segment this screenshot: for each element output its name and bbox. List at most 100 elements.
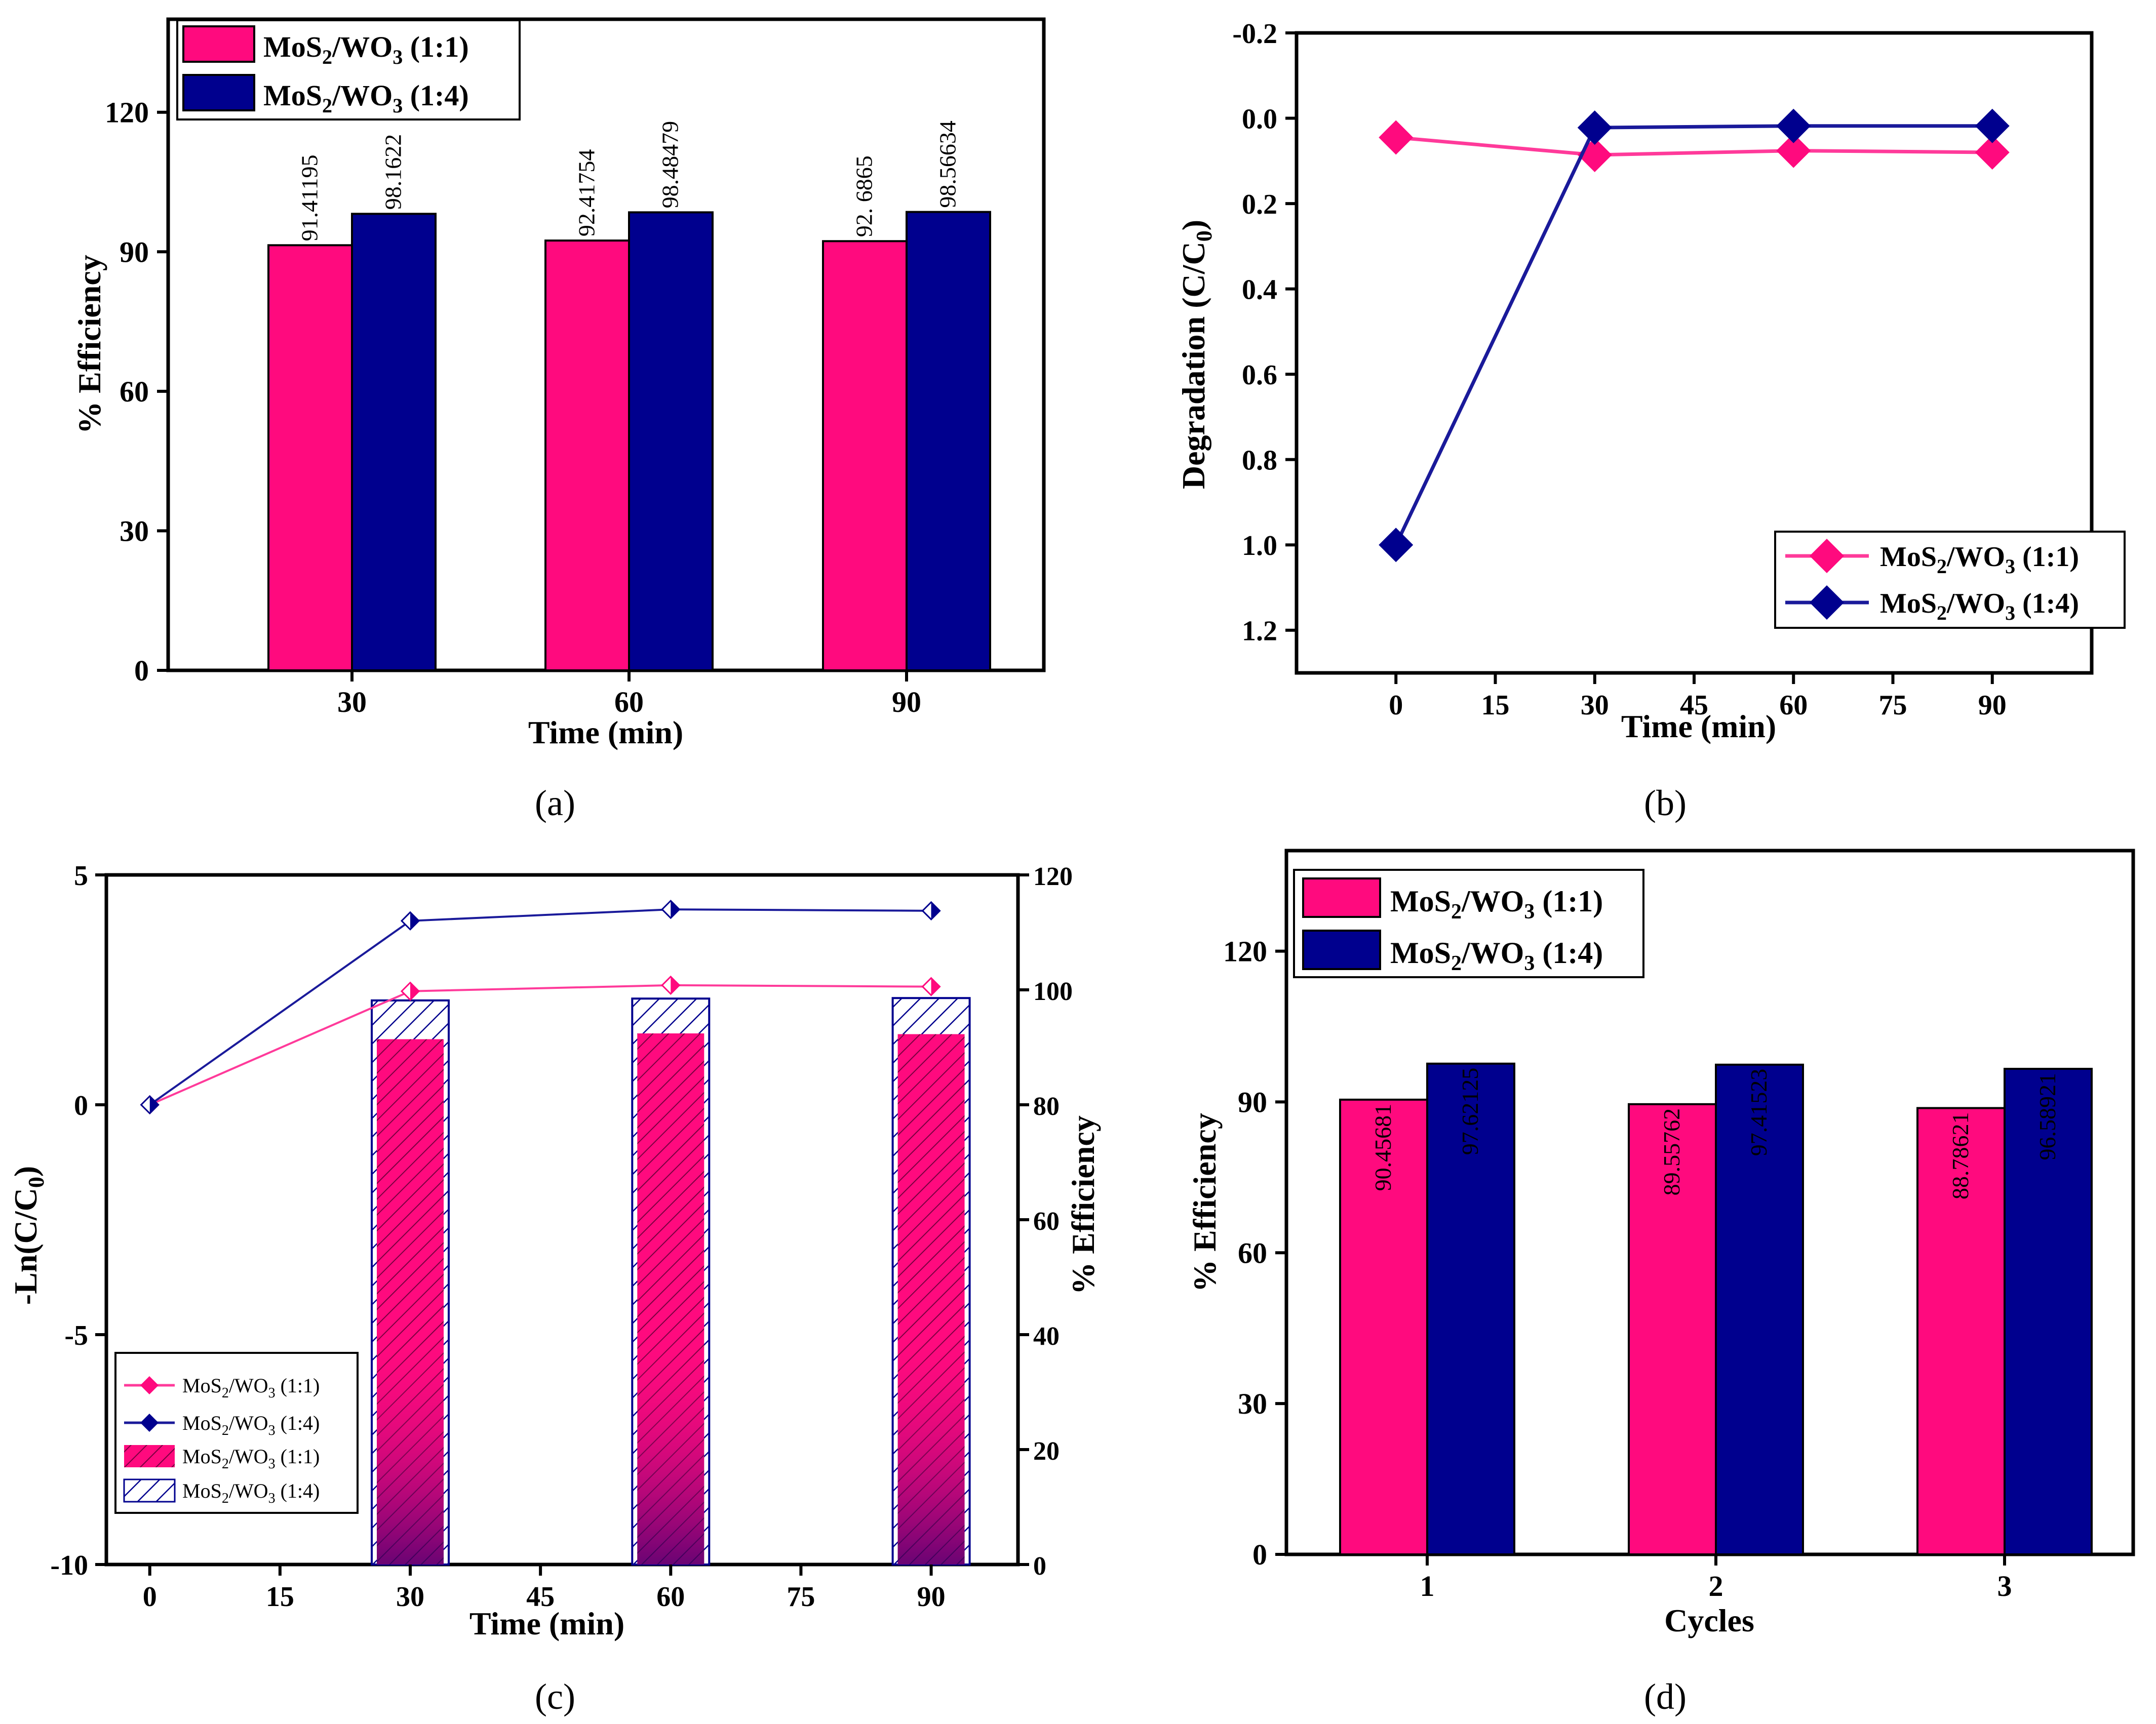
panel-d-data-label: 97.62125 bbox=[1457, 1068, 1483, 1155]
panel-b-series-line bbox=[1395, 135, 1992, 157]
panel-a-bar bbox=[822, 240, 908, 671]
panel-c-data-point-half bbox=[410, 982, 419, 1000]
panel-b-y-axis-label: Degradation (C/C0) bbox=[1175, 220, 1217, 489]
panel-d-x-ticks: 1 2 3 bbox=[1420, 1554, 2012, 1602]
panel-b-y-tick-label: 0.8 bbox=[1242, 445, 1277, 476]
legend-marker-navy bbox=[140, 1414, 159, 1432]
panel-a-legend: MoS2/WO3 (1:1) MoS2/WO3 (1:4) bbox=[176, 19, 521, 121]
panel-b-y-tick-label: 1.0 bbox=[1242, 530, 1277, 562]
panel-d-caption: (d) bbox=[1644, 1676, 1687, 1717]
legend-swatch-pink bbox=[1302, 877, 1381, 918]
panel-c-y2-tick-label: 120 bbox=[1033, 862, 1073, 891]
panel-b-y-tick-label: 1.2 bbox=[1242, 616, 1277, 647]
panel-d-y-tick-label: 60 bbox=[1238, 1236, 1267, 1269]
panel-a-data-label: 98.1622 bbox=[380, 134, 406, 210]
panel-a-y-ticks: 0 30 60 90 120 bbox=[105, 96, 168, 687]
legend-entry: MoS2/WO3 (1:4) bbox=[263, 79, 469, 117]
panel-a-y-tick-label: 90 bbox=[120, 235, 149, 268]
panel-c-bar-shade bbox=[637, 1033, 704, 1565]
panel-b-ticks: -0.2 0.0 0.2 0.4 0.6 0.8 1.0 1.2 0 15 30 45 60 75 90 bbox=[1232, 18, 2006, 721]
panel-a-x-tick-label: 60 bbox=[614, 686, 644, 718]
panel-c: 5 0 -5 -10 0 20 40 60 80 100 120 0 15 30 45 60 75 90 Time… bbox=[8, 860, 1101, 1717]
panel-b-caption: (b) bbox=[1644, 783, 1687, 823]
panel-c-y2-tick-label: 100 bbox=[1033, 977, 1073, 1006]
panel-a-x-ticks: 30 60 90 bbox=[337, 670, 921, 718]
legend-entry: MoS2/WO3 (1:1) bbox=[182, 1445, 320, 1472]
panel-c-x-tick-label: 45 bbox=[526, 1581, 555, 1613]
panel-b-data-point bbox=[1577, 110, 1612, 145]
panel-c-x-tick-label: 90 bbox=[917, 1581, 946, 1613]
panel-d-y-tick-label: 30 bbox=[1238, 1387, 1267, 1420]
panel-c-x-tick-label: 60 bbox=[656, 1581, 685, 1613]
panel-a-bar bbox=[906, 211, 991, 671]
legend-marker-navy bbox=[1810, 585, 1844, 620]
panel-b-legend: MoS2/WO3 (1:1) MoS2/WO3 (1:4) bbox=[1774, 531, 2126, 629]
panel-c-ticks: 5 0 -5 -10 0 20 40 60 80 100 120 0 15 30 45 60 75 90 bbox=[50, 860, 1073, 1613]
panel-b-data-point bbox=[1776, 133, 1811, 168]
panel-c-y-tick-label: -10 bbox=[50, 1550, 88, 1581]
panel-b-y-tick-label: 0.2 bbox=[1242, 189, 1277, 220]
panel-c-x-tick-label: 75 bbox=[787, 1581, 815, 1613]
legend-swatch-navy bbox=[182, 74, 255, 111]
panel-b-data-point bbox=[1975, 135, 2010, 170]
panel-c-y2-tick-label: 60 bbox=[1033, 1207, 1060, 1236]
panel-b-y-tick-label: 0.0 bbox=[1242, 104, 1277, 135]
panel-a-y-axis-label: % Efficiency bbox=[71, 255, 107, 434]
panel-a-y-tick-label: 120 bbox=[105, 96, 149, 129]
panel-b-series-line bbox=[1394, 124, 1992, 546]
panel-a-y-tick-label: 30 bbox=[120, 514, 149, 547]
panel-a-x-tick-label: 30 bbox=[337, 686, 367, 718]
panel-c-y-tick-label: 5 bbox=[74, 860, 88, 892]
legend-entry: MoS2/WO3 (1:4) bbox=[182, 1412, 320, 1438]
panel-d-bar bbox=[1426, 1062, 1515, 1556]
panel-d-bar bbox=[1628, 1103, 1717, 1555]
panel-c-x-tick-label: 15 bbox=[266, 1581, 294, 1613]
panel-d-bar bbox=[1916, 1107, 2006, 1555]
panel-d-data-label: 90.45681 bbox=[1370, 1104, 1396, 1191]
legend-swatch-hatch bbox=[123, 1478, 176, 1503]
panel-d-y-axis-label: % Efficiency bbox=[1187, 1113, 1223, 1292]
panel-b-x-axis-label: Time (min) bbox=[1621, 708, 1776, 744]
panel-d: 0 30 60 90 120 90.45681 89.55762 88.78621 97.62… bbox=[1187, 849, 2135, 1717]
panel-b-y-tick-label: 0.4 bbox=[1242, 274, 1277, 306]
panel-c-bar-shade bbox=[897, 1034, 965, 1565]
panel-a-y-tick-label: 0 bbox=[134, 654, 149, 687]
panel-c-series bbox=[140, 899, 941, 1115]
panel-d-legend: MoS2/WO3 (1:1) MoS2/WO3 (1:4) bbox=[1293, 869, 1644, 978]
panel-a-caption: (a) bbox=[535, 783, 575, 823]
legend-entry: MoS2/WO3 (1:1) bbox=[1390, 885, 1603, 924]
panel-c-caption: (c) bbox=[535, 1676, 575, 1717]
panel-b-x-tick-label: 30 bbox=[1581, 690, 1609, 721]
panel-c-x-tick-label: 30 bbox=[396, 1581, 424, 1613]
panel-a-data-label: 98.56634 bbox=[935, 121, 961, 208]
panel-c-y2-tick-label: 20 bbox=[1033, 1437, 1060, 1466]
panel-a-bars: 91.41195 92.41754 92. 6865 98.1622 98.48479 9… bbox=[267, 121, 991, 672]
panel-c-bar-shade bbox=[377, 1039, 444, 1565]
panel-c-y-tick-label: -5 bbox=[64, 1320, 88, 1351]
panel-c-x-tick-label: 0 bbox=[143, 1581, 157, 1613]
panel-c-series-line bbox=[149, 984, 931, 1106]
panel-d-bar bbox=[2004, 1068, 2093, 1555]
legend-entry: MoS2/WO3 (1:1) bbox=[263, 30, 469, 68]
legend-entry: MoS2/WO3 (1:4) bbox=[182, 1479, 320, 1506]
panel-c-data-point-half bbox=[149, 1096, 159, 1113]
panel-d-x-tick-label: 3 bbox=[1997, 1570, 2012, 1602]
legend-marker-pink bbox=[140, 1376, 159, 1394]
panel-d-bars: 90.45681 89.55762 88.78621 97.62125 97.41523… bbox=[1339, 1062, 2093, 1556]
legend-entry: MoS2/WO3 (1:1) bbox=[1880, 541, 2079, 578]
panel-c-series-line bbox=[149, 908, 931, 1106]
panel-b-data-point bbox=[1776, 108, 1811, 143]
panel-a-y-tick-label: 60 bbox=[120, 375, 149, 408]
panel-a-data-label: 92. 6865 bbox=[851, 155, 877, 237]
panel-c-y2-axis-label: % Efficiency bbox=[1065, 1115, 1101, 1295]
panel-a-bar bbox=[267, 244, 353, 672]
panel-c-data-point-half bbox=[931, 978, 940, 995]
panel-c-y-axis-label: -Ln(C/C0) bbox=[8, 1166, 49, 1305]
panel-a-bar bbox=[628, 211, 714, 671]
panel-b-x-tick-label: 15 bbox=[1481, 690, 1510, 721]
panel-d-data-label: 97.41523 bbox=[1746, 1069, 1772, 1156]
panel-c-x-axis-label: Time (min) bbox=[469, 1606, 624, 1641]
panel-b-y-tick-label: 0.6 bbox=[1242, 359, 1277, 391]
panel-b-x-tick-label: 45 bbox=[1680, 690, 1708, 721]
